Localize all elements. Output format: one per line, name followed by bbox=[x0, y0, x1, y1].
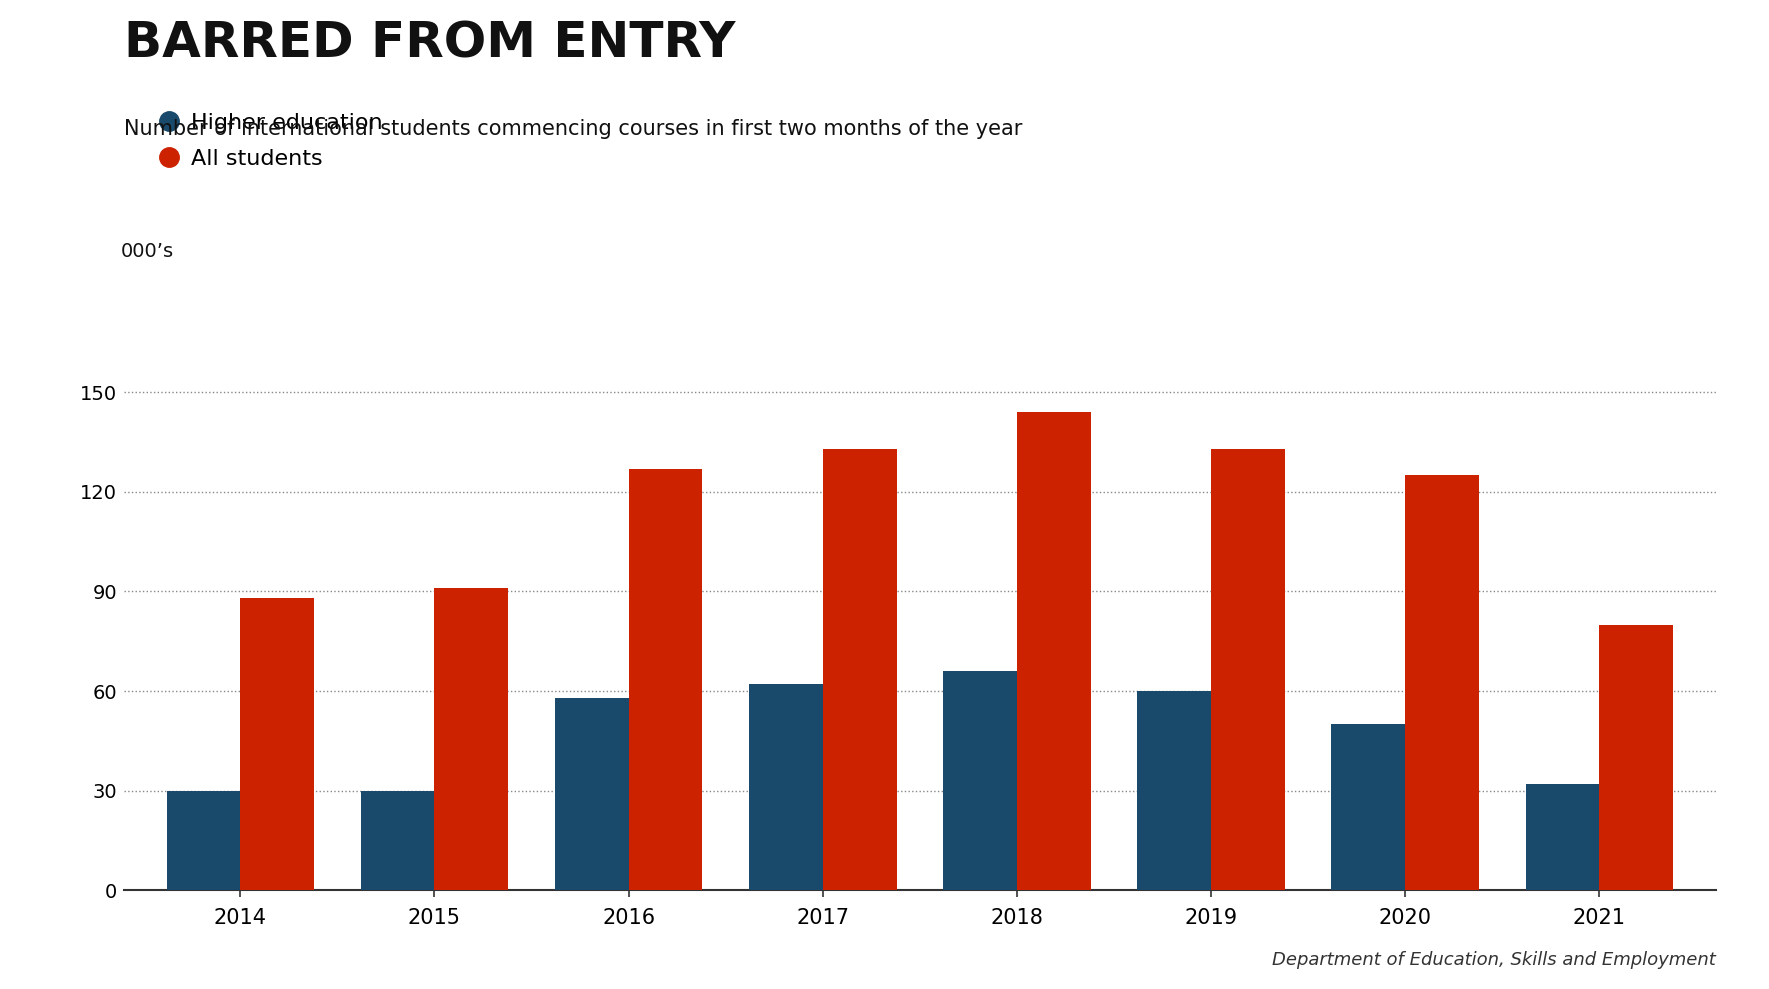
Bar bbox=[823, 449, 897, 890]
Bar bbox=[943, 672, 1017, 890]
Text: Department of Education, Skills and Employment: Department of Education, Skills and Empl… bbox=[1272, 951, 1716, 969]
Bar bbox=[166, 790, 241, 890]
Bar bbox=[1599, 625, 1673, 890]
Bar bbox=[555, 697, 628, 890]
Bar bbox=[1017, 412, 1091, 890]
Bar bbox=[241, 598, 315, 890]
Bar bbox=[1137, 691, 1212, 890]
Bar bbox=[1212, 449, 1284, 890]
Text: BARRED FROM ENTRY: BARRED FROM ENTRY bbox=[124, 20, 736, 68]
Bar bbox=[748, 684, 823, 890]
Bar bbox=[1332, 724, 1405, 890]
Legend: Higher education, All students: Higher education, All students bbox=[150, 104, 391, 177]
Bar bbox=[435, 588, 508, 890]
Text: Number of international students commencing courses in first two months of the y: Number of international students commenc… bbox=[124, 119, 1022, 138]
Text: 000’s: 000’s bbox=[120, 242, 173, 261]
Bar bbox=[1525, 784, 1599, 890]
Bar bbox=[628, 469, 702, 890]
Bar bbox=[361, 790, 435, 890]
Bar bbox=[1405, 476, 1479, 890]
